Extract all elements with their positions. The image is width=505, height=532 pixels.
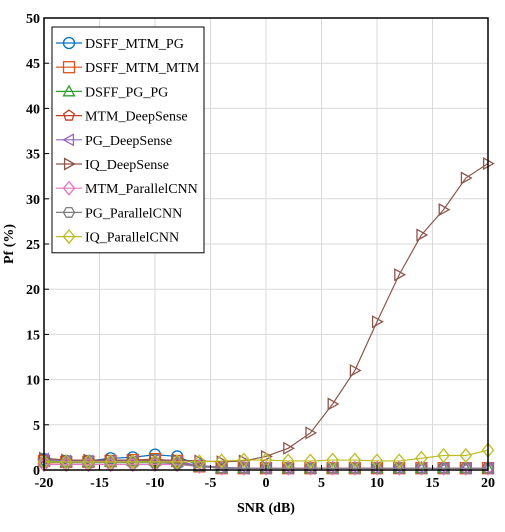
data-point	[349, 363, 362, 378]
legend-item: DSFF_MTM_PG	[56, 36, 184, 52]
legend-label: MTM_ParallelCNN	[85, 182, 198, 197]
data-point	[348, 452, 362, 468]
y-tick-label: 0	[33, 464, 40, 479]
x-tick-label: -5	[205, 476, 217, 491]
y-tick-label: 15	[26, 328, 40, 343]
data-point	[326, 452, 339, 468]
data-point	[126, 454, 140, 470]
series-line	[43, 163, 489, 463]
data-point	[460, 171, 473, 185]
data-point	[59, 454, 73, 470]
series-line	[44, 449, 489, 463]
data-point	[215, 453, 228, 469]
legend-marker	[62, 180, 76, 196]
legend-item: DSFF_PG_PG	[56, 84, 168, 100]
data-point	[281, 453, 295, 469]
data-point	[104, 454, 117, 470]
legend-item: IQ_ParallelCNN	[56, 228, 179, 246]
legend-marker	[63, 157, 76, 171]
x-tick-label: -20	[35, 476, 54, 491]
legend-label: DSFF_MTM_PG	[85, 37, 184, 52]
data-point	[481, 462, 495, 474]
legend-label: MTM_DeepSense	[85, 110, 188, 125]
y-tick-label: 5	[33, 419, 40, 434]
legend-item: DSFF_MTM_MTM	[56, 61, 200, 76]
series-IQ_ParallelCNN	[37, 442, 495, 470]
y-tick-label: 45	[26, 57, 40, 72]
data-point	[304, 453, 317, 469]
x-tick-label: 5	[318, 476, 325, 491]
grid	[43, 17, 489, 471]
y-tick-label: 25	[26, 238, 40, 253]
legend-label: IQ_ParallelCNN	[85, 231, 179, 246]
x-tick-label: 10	[370, 476, 384, 491]
data-point	[371, 315, 384, 329]
legend-label: PG_ParallelCNN	[85, 206, 182, 221]
data-point	[392, 453, 406, 469]
legend-item: IQ_DeepSense	[56, 157, 169, 173]
legend-marker	[62, 133, 75, 147]
legend-marker	[62, 61, 76, 74]
legend-item: MTM_DeepSense	[56, 109, 188, 125]
legend-item: PG_ParallelCNN	[56, 206, 182, 221]
legend-marker	[62, 228, 76, 245]
legend-item: MTM_ParallelCNN	[56, 180, 198, 197]
data-point	[415, 462, 428, 474]
data-point	[437, 462, 450, 474]
data-point	[394, 268, 407, 282]
data-point	[416, 228, 429, 242]
data-point	[415, 450, 428, 466]
data-point	[459, 447, 473, 464]
y-tick-label: 20	[26, 283, 40, 298]
data-point	[170, 454, 184, 470]
legend-label: PG_DeepSense	[85, 134, 172, 149]
x-tick-label: 0	[263, 476, 270, 491]
data-point	[193, 454, 206, 470]
data-point	[82, 454, 95, 470]
y-tick-label: 50	[26, 12, 40, 27]
data-point	[438, 203, 451, 217]
legend-marker	[62, 206, 76, 218]
x-axis-label: SNR (dB)	[237, 501, 295, 516]
legend-label: IQ_DeepSense	[85, 158, 169, 173]
legend-marker	[62, 36, 76, 50]
legend-marker	[63, 109, 75, 121]
x-tick-label: 20	[481, 476, 495, 491]
data-point	[283, 441, 296, 455]
y-tick-label: 30	[26, 193, 40, 208]
y-tick-label: 10	[26, 374, 40, 389]
data-point	[237, 452, 251, 468]
data-point	[437, 447, 450, 464]
data-point	[305, 426, 318, 440]
y-tick-label: 40	[26, 102, 40, 117]
x-tick-label: -15	[90, 476, 109, 491]
legend-item: PG_DeepSense	[56, 133, 172, 149]
y-axis-label: Pf (%)	[2, 224, 17, 264]
legend-label: DSFF_PG_PG	[85, 85, 168, 100]
legend-label: DSFF_MTM_MTM	[85, 61, 200, 76]
data-point	[459, 462, 473, 474]
legend-marker	[62, 84, 76, 97]
legend: DSFF_MTM_PG DSFF_MTM_MTM DSFF_PG_PG MTM_Dee…	[51, 26, 205, 254]
data-point	[327, 397, 340, 411]
x-tick-label: -10	[146, 476, 165, 491]
axis-ticks: -20 -15 -10 -5 0 5 10 15 20 0 5 10 15 20 25 30 35 40 45 50	[26, 12, 495, 491]
x-tick-label: 15	[426, 476, 440, 491]
y-tick-label: 35	[26, 148, 40, 163]
